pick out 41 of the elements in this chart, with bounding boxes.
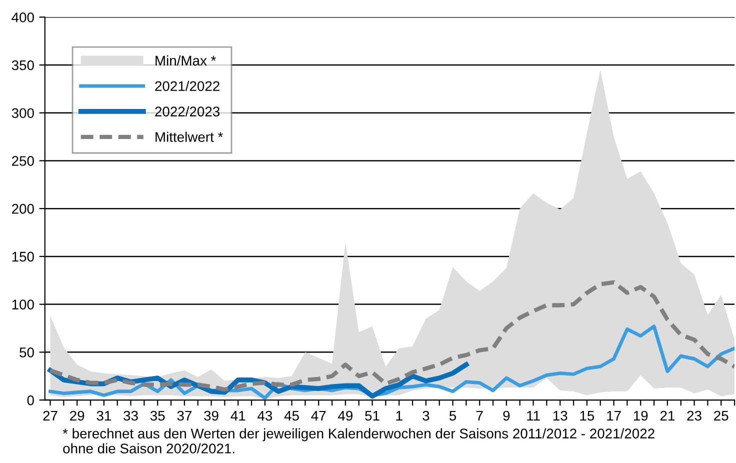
x-tick-label: 37 — [177, 410, 192, 421]
y-tick-label: 350 — [12, 60, 34, 70]
x-tick-label: 21 — [660, 410, 674, 421]
x-tick-label: 43 — [258, 410, 272, 421]
x-tick-label: 17 — [607, 410, 621, 421]
x-tick-label: 15 — [580, 410, 594, 421]
x-tick-label: 25 — [714, 410, 728, 421]
x-tick-label: 39 — [204, 410, 218, 421]
x-tick-label: 51 — [365, 410, 380, 421]
x-tick-label: 3 — [422, 410, 430, 421]
x-tick-label: 27 — [43, 410, 58, 421]
y-tick-label: 200 — [12, 204, 34, 214]
x-tick-label: 11 — [527, 410, 540, 421]
y-tick-label: 150 — [12, 252, 34, 262]
x-tick-label: 9 — [503, 410, 510, 421]
legend-label: 2021/2022 — [155, 80, 220, 92]
y-tick-label: 0 — [27, 395, 34, 406]
legend-label: Min/Max * — [156, 55, 216, 66]
text: * berechnet aus den Werten der jeweiligen Kalenderwochen der Saisons 2011/2012 - 2021/2022 ohne die Saison 2020/2021. — [62, 428, 654, 454]
legend-label: Mittelwert * — [156, 132, 223, 142]
x-tick-label: 13 — [553, 410, 568, 421]
x-tick-label: 33 — [124, 410, 138, 421]
x-tick-label: 23 — [687, 410, 702, 421]
y-tick-label: 50 — [20, 348, 34, 358]
x-tick-label: 45 — [284, 410, 299, 421]
line-series — [48, 280, 735, 392]
y-tick-label: 250 — [12, 156, 34, 166]
x-tick-label: 41 — [230, 410, 246, 421]
x-tick-label: 31 — [96, 410, 111, 421]
x-tick-label: 49 — [338, 410, 353, 421]
x-tick-label: 35 — [150, 410, 165, 421]
y-tick-label: 400 — [12, 12, 34, 22]
x-tick-label: 1 — [396, 410, 402, 421]
x-tick-label: 19 — [634, 410, 648, 421]
x-tick-label: 7 — [476, 410, 483, 421]
x-tick-label: 47 — [311, 410, 326, 421]
y-tick-label: 300 — [12, 108, 34, 118]
y-tick-label: 100 — [12, 300, 34, 310]
legend-label: 2022/2023 — [155, 106, 220, 116]
x-tick-label: 29 — [70, 410, 84, 421]
x-tick-label: 5 — [449, 410, 456, 421]
